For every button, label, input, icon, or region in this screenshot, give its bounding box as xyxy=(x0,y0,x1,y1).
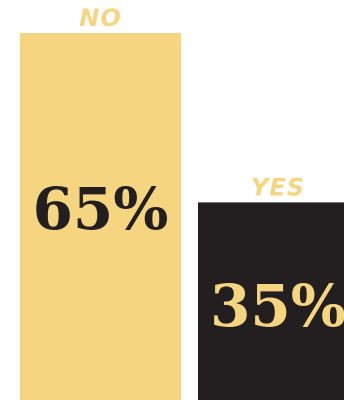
bar-no xyxy=(20,33,181,400)
value-label-yes: 35% xyxy=(210,272,344,340)
category-label-no: NO xyxy=(79,4,122,32)
value-label-no: 65% xyxy=(33,175,169,243)
category-label-yes: YES xyxy=(251,173,305,201)
bar-yes xyxy=(198,202,344,400)
